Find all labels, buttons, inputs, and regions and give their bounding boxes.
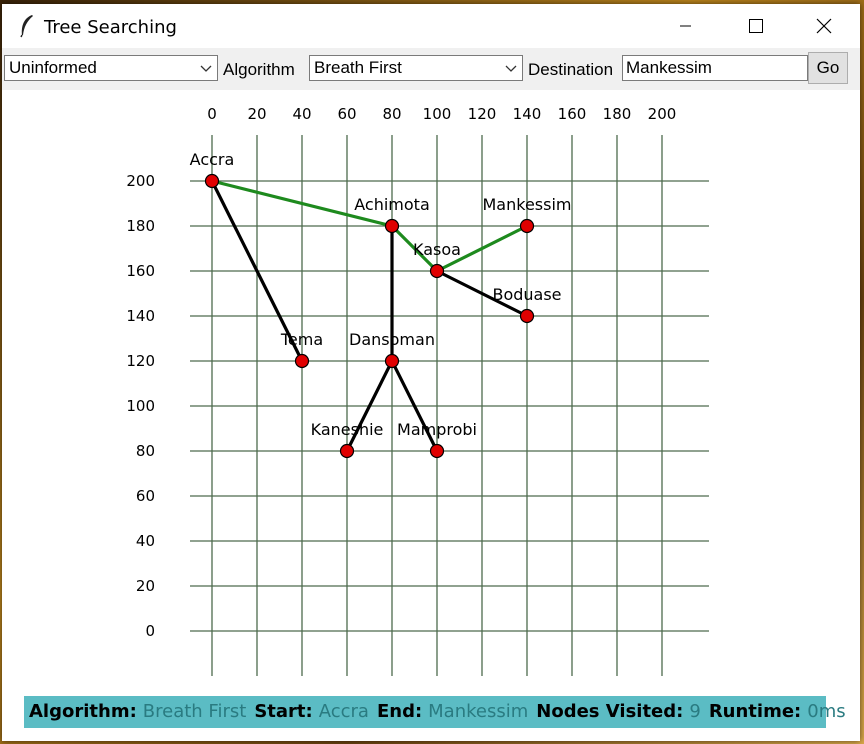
algorithm-select[interactable]: Breath First <box>309 55 523 81</box>
node-label: Dansoman <box>349 330 435 349</box>
minimize-icon[interactable] <box>656 4 714 48</box>
path-edge <box>390 224 439 273</box>
graph-node[interactable] <box>204 173 220 189</box>
algorithm-value: Breath First <box>314 58 402 77</box>
status-algorithm-value: Breath First <box>142 701 247 722</box>
status-start-key: Start: <box>254 701 313 722</box>
status-visited-value: 9 <box>689 701 701 722</box>
y-tick-label: 0 <box>145 622 155 640</box>
graph-node[interactable] <box>339 443 355 459</box>
tree-edge <box>436 269 528 318</box>
status-runtime-key: Runtime: <box>708 701 802 722</box>
y-tick-label: 40 <box>136 532 155 550</box>
node-label: Tema <box>280 330 323 349</box>
tree-edge <box>210 180 304 362</box>
node-label: Mankessim <box>483 195 572 214</box>
node-label: Mamprobi <box>397 420 477 439</box>
x-tick-label: 60 <box>337 105 356 123</box>
chevron-down-icon <box>200 65 212 72</box>
x-tick-label: 0 <box>207 105 217 123</box>
algorithm-label: Algorithm <box>223 60 295 79</box>
status-end-value: Mankessim <box>428 701 529 722</box>
graph-node[interactable] <box>429 263 445 279</box>
y-tick-label: 160 <box>126 262 155 280</box>
x-tick-label: 20 <box>247 105 266 123</box>
search-type-value: Uninformed <box>9 58 97 77</box>
x-tick-label: 200 <box>648 105 677 123</box>
toolbar: Uninformed Algorithm Breath First Destin… <box>2 48 860 90</box>
node-label: Achimota <box>354 195 430 214</box>
x-tick-label: 160 <box>558 105 587 123</box>
feather-icon <box>20 15 33 38</box>
graph-canvas[interactable]: 0 20 40 60 80 100 120 140 160 180 200 200 180 160 140 1… <box>124 90 726 690</box>
tree-graph: 0 20 40 60 80 100 120 140 160 180 2002001801601401… <box>126 105 709 676</box>
node-label: Boduase <box>492 285 561 304</box>
x-tick-label: 80 <box>382 105 401 123</box>
graph-node[interactable] <box>519 308 535 324</box>
chevron-down-icon <box>505 65 517 72</box>
close-icon[interactable] <box>794 4 852 48</box>
y-tick-label: 60 <box>136 487 155 505</box>
go-button[interactable]: Go <box>808 52 848 84</box>
graph-node[interactable] <box>384 353 400 369</box>
graph-node[interactable] <box>519 218 535 234</box>
status-end-key: End: <box>376 701 423 722</box>
search-type-select[interactable]: Uninformed <box>4 55 218 81</box>
maximize-icon[interactable] <box>726 4 784 48</box>
y-tick-label: 200 <box>126 172 155 190</box>
node-label: Kaneshie <box>311 420 384 439</box>
destination-input[interactable]: Mankessim <box>622 55 808 81</box>
destination-value: Mankessim <box>626 58 712 77</box>
node-label: Accra <box>190 150 235 169</box>
y-tick-label: 20 <box>136 577 155 595</box>
x-tick-label: 40 <box>292 105 311 123</box>
status-bar: Algorithm: Breath First Start: Accra End: Man… <box>24 696 846 728</box>
y-tick-label: 100 <box>126 397 155 415</box>
y-tick-label: 180 <box>126 217 155 235</box>
x-tick-label: 120 <box>468 105 497 123</box>
tree-edge <box>345 360 394 452</box>
status-visited-key: Nodes Visited: <box>536 701 684 722</box>
path-edge <box>436 224 528 273</box>
graph-node[interactable] <box>294 353 310 369</box>
app-window: Tree Searching Uninformed Algorithm Brea… <box>2 4 860 741</box>
x-tick-label: 140 <box>513 105 542 123</box>
graph-node[interactable] <box>429 443 445 459</box>
x-tick-label: 180 <box>603 105 632 123</box>
status-start-value: Accra <box>318 701 369 722</box>
window-title: Tree Searching <box>44 17 177 38</box>
node-label: Kasoa <box>413 240 461 259</box>
x-tick-label: 100 <box>423 105 452 123</box>
title-bar: Tree Searching <box>2 4 860 48</box>
destination-label: Destination <box>528 60 614 79</box>
y-tick-label: 120 <box>126 352 155 370</box>
tree-edge <box>390 360 439 452</box>
status-algorithm-key: Algorithm: <box>29 701 137 722</box>
status-runtime-value: 0ms <box>807 701 846 722</box>
path-edge <box>211 179 393 228</box>
y-tick-label: 140 <box>126 307 155 325</box>
graph-node[interactable] <box>384 218 400 234</box>
y-tick-label: 80 <box>136 442 155 460</box>
